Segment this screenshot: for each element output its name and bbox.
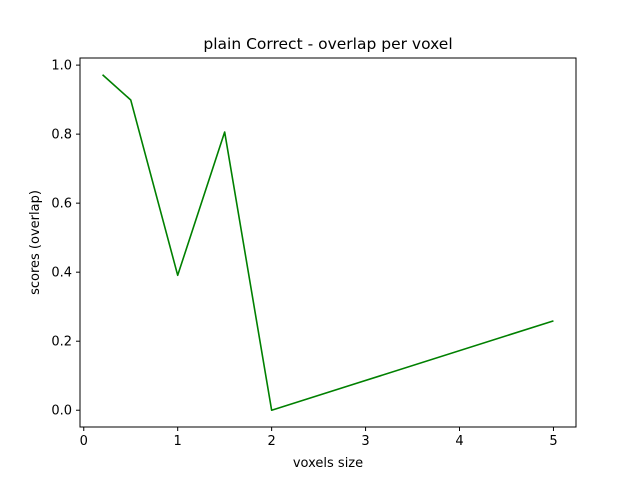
x-tick-label: 0 xyxy=(80,434,88,449)
x-axis-label: voxels size xyxy=(293,456,363,471)
x-tick-label: 4 xyxy=(455,434,463,449)
y-tick-label: 0.6 xyxy=(51,197,72,212)
x-tick-label: 5 xyxy=(549,434,557,449)
y-tick-label: 0.8 xyxy=(51,128,72,143)
plot-frame xyxy=(79,57,577,428)
y-axis-label: scores (overlap) xyxy=(28,190,43,295)
y-tick-label: 1.0 xyxy=(51,59,72,74)
data-series xyxy=(102,74,554,412)
x-tick-label: 2 xyxy=(267,434,275,449)
axis-ticks: 0 1 2 3 4 5 0.0 0.2 0.4 0.6 0.8 1.0 xyxy=(51,59,557,449)
series-line xyxy=(102,74,554,412)
x-tick-label: 1 xyxy=(174,434,182,449)
x-tick-label: 3 xyxy=(361,434,369,449)
y-tick-label: 0.0 xyxy=(51,404,72,419)
y-tick-label: 0.2 xyxy=(51,335,72,350)
chart-title: plain Correct - overlap per voxel xyxy=(203,35,452,53)
y-tick-label: 0.4 xyxy=(51,266,72,281)
